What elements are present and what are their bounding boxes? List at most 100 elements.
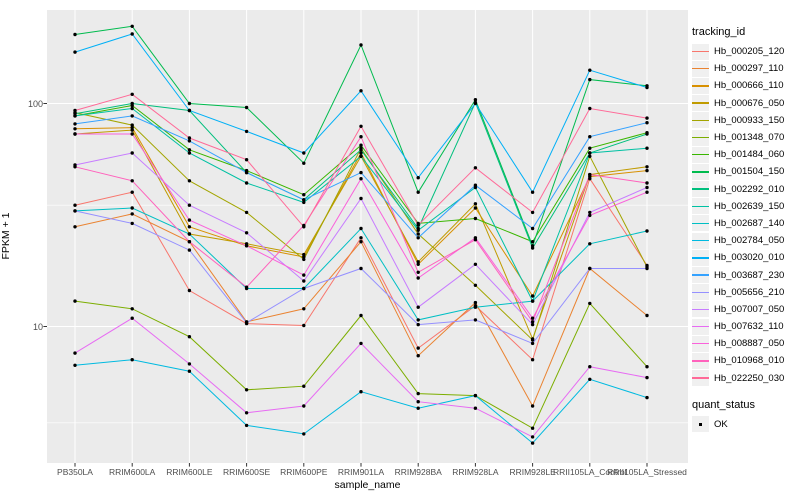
data-point bbox=[187, 335, 192, 339]
data-point bbox=[416, 322, 420, 327]
legend-key-line-icon bbox=[692, 85, 709, 87]
legend-item-label: Hb_002292_010 bbox=[714, 183, 785, 195]
legend-item-Hb_000297_110: Hb_000297_110 bbox=[692, 60, 798, 77]
data-point bbox=[130, 114, 134, 118]
legend-item-label: Hb_000666_110 bbox=[714, 80, 784, 92]
data-point bbox=[244, 423, 249, 428]
data-point bbox=[588, 77, 592, 82]
data-point bbox=[302, 279, 306, 283]
data-point bbox=[359, 124, 363, 128]
legend-key bbox=[692, 301, 709, 318]
legend-key-line-icon bbox=[692, 154, 709, 156]
legend-item-label: Hb_022250_030 bbox=[714, 372, 785, 384]
data-point bbox=[588, 172, 592, 177]
data-point bbox=[187, 136, 192, 140]
data-point bbox=[359, 240, 363, 244]
legend-key bbox=[692, 416, 709, 433]
legend-item-Hb_000666_110: Hb_000666_110 bbox=[692, 77, 798, 94]
data-point bbox=[473, 300, 478, 305]
data-point bbox=[130, 179, 134, 183]
data-point bbox=[244, 388, 249, 392]
data-point bbox=[187, 232, 192, 236]
data-point bbox=[359, 89, 363, 93]
y-tick-label: 100 bbox=[27, 98, 43, 109]
data-point bbox=[244, 321, 249, 325]
data-point bbox=[530, 341, 535, 346]
legend-item-label: Hb_003020_010 bbox=[714, 252, 785, 264]
data-point bbox=[244, 170, 249, 175]
data-point bbox=[530, 210, 535, 215]
data-point bbox=[359, 43, 363, 47]
legend-key bbox=[692, 77, 709, 94]
data-point bbox=[130, 151, 134, 155]
legend-title-tracking-id: tracking_id bbox=[692, 26, 746, 38]
legend-item-label: Hb_000297_110 bbox=[714, 63, 784, 75]
legend-quant-status: quant_status OK bbox=[692, 399, 798, 433]
data-point bbox=[473, 202, 478, 206]
data-point bbox=[588, 68, 592, 72]
legend-key bbox=[692, 215, 709, 232]
legend-item-Hb_003020_010: Hb_003020_010 bbox=[692, 249, 798, 266]
data-point bbox=[416, 236, 420, 240]
legend-item-Hb_003687_230: Hb_003687_230 bbox=[692, 266, 798, 284]
data-point bbox=[302, 307, 306, 311]
data-point bbox=[244, 285, 249, 289]
legend-key-line-icon bbox=[692, 360, 709, 362]
data-point bbox=[73, 114, 77, 118]
data-point bbox=[530, 294, 535, 298]
data-point bbox=[302, 255, 306, 259]
legend-item-Hb_002784_050: Hb_002784_050 bbox=[692, 232, 798, 249]
data-point bbox=[645, 190, 649, 194]
data-point bbox=[73, 122, 77, 126]
data-point bbox=[73, 32, 77, 37]
legend-item-Hb_008887_050: Hb_008887_050 bbox=[692, 335, 798, 352]
data-point bbox=[645, 375, 649, 380]
legend-key bbox=[692, 249, 709, 266]
data-point bbox=[473, 166, 478, 170]
data-point bbox=[302, 384, 306, 388]
data-point bbox=[588, 301, 592, 306]
data-point bbox=[187, 369, 192, 373]
legend-key bbox=[692, 112, 709, 129]
data-point bbox=[130, 358, 134, 362]
data-point bbox=[302, 404, 306, 408]
point-marker-icon bbox=[698, 422, 703, 427]
legend-item-label: Hb_005656_210 bbox=[714, 286, 785, 298]
data-point bbox=[588, 365, 592, 369]
data-point bbox=[73, 203, 77, 207]
data-point bbox=[244, 158, 249, 162]
legend-item-label: Hb_008887_050 bbox=[714, 338, 785, 350]
legend-item-Hb_022250_030: Hb_022250_030 bbox=[692, 370, 798, 387]
data-point bbox=[645, 365, 649, 369]
data-point bbox=[645, 121, 649, 125]
data-point bbox=[588, 266, 592, 271]
data-point bbox=[530, 320, 535, 324]
legend: tracking_id Hb_000205_120 Hb_000297_110 Hb… bbox=[692, 26, 798, 433]
x-tick-label: RRII105LA_Control bbox=[552, 467, 627, 477]
legend-key bbox=[692, 318, 709, 335]
x-axis-title: sample_name bbox=[334, 479, 401, 491]
legend-item-label: Hb_002639_150 bbox=[714, 200, 785, 212]
x-tick-label: RRII105LA_Stressed bbox=[607, 467, 687, 477]
data-point bbox=[359, 390, 363, 394]
data-point bbox=[244, 244, 249, 248]
data-point bbox=[416, 318, 420, 322]
data-point bbox=[302, 225, 306, 229]
data-point bbox=[130, 32, 134, 36]
data-point bbox=[302, 151, 306, 155]
legend-key-line-icon bbox=[692, 68, 709, 70]
data-point bbox=[187, 179, 192, 183]
legend-key bbox=[692, 267, 709, 284]
legend-item-label: Hb_002784_050 bbox=[714, 235, 785, 247]
legend-key-line-icon bbox=[692, 136, 709, 139]
legend-item-label: Hb_010968_010 bbox=[714, 355, 785, 367]
data-point bbox=[473, 183, 478, 187]
data-point bbox=[130, 221, 134, 226]
data-point bbox=[359, 154, 363, 158]
data-point bbox=[645, 181, 649, 185]
data-point bbox=[416, 305, 420, 309]
y-axis-title: FPKM + 1 bbox=[0, 212, 12, 260]
data-point bbox=[645, 165, 649, 169]
data-point bbox=[359, 177, 363, 181]
